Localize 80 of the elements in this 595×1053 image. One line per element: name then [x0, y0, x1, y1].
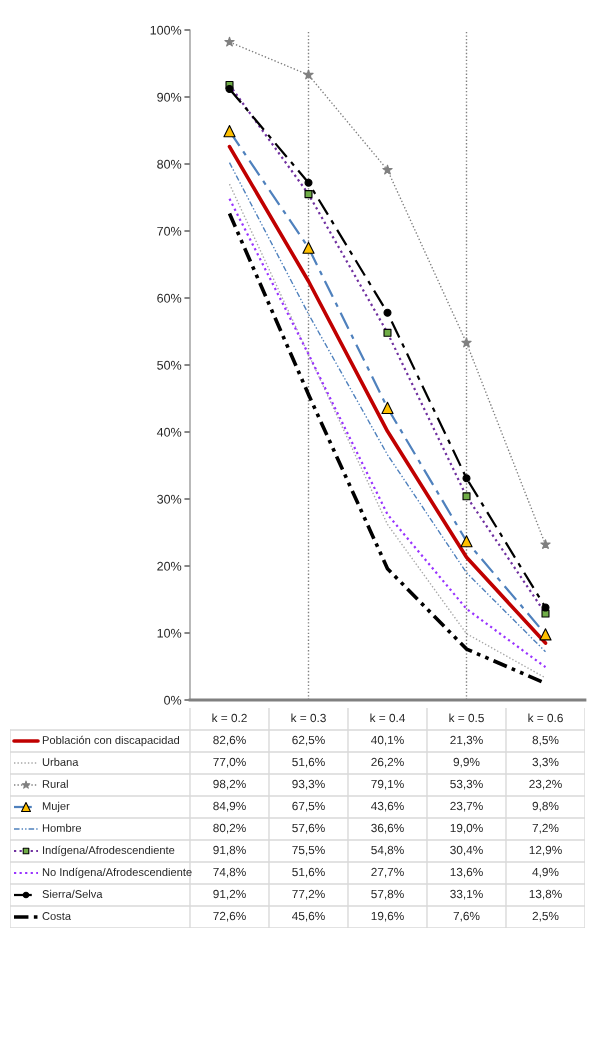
data-label: 72,6% [213, 911, 246, 922]
y-tick-label: 90% [157, 92, 182, 102]
y-tick-label: 40% [156, 427, 182, 437]
point [462, 474, 471, 483]
data-label: 23,2% [529, 779, 562, 790]
point [383, 308, 392, 317]
data-label: 27,7% [371, 867, 404, 878]
data-label: 19,0% [450, 823, 483, 834]
y-tick-label: 20% [157, 561, 182, 571]
y-tick-label: 70% [157, 226, 182, 236]
data-label: 57,8% [371, 889, 404, 900]
data-label: 79,1% [371, 779, 404, 790]
data-label: 40,1% [371, 735, 404, 746]
legend-label: Hombre [42, 823, 82, 832]
data-label: 67,5% [292, 801, 325, 812]
data-label: 36,6% [371, 823, 404, 834]
y-tick-label: 10% [157, 628, 182, 638]
data-label: 2,5% [532, 911, 559, 922]
data-label: 75,5% [292, 845, 325, 856]
data-label: 62,5% [292, 735, 325, 746]
data-label: 9,9% [453, 757, 480, 768]
data-label: 4,9% [532, 867, 559, 878]
legend-label: Indígena/Afrodescendiente [43, 845, 175, 857]
point [224, 36, 235, 47]
point [382, 164, 393, 175]
data-label: 98,2% [213, 779, 246, 790]
data-label: 13,6% [450, 867, 483, 878]
data-label: 74,8% [213, 867, 246, 878]
point [304, 178, 313, 187]
data-label: 8,5% [532, 735, 559, 746]
data-label: 9,8% [532, 801, 559, 812]
y-tick-label: 0% [164, 695, 182, 705]
legend-label: Sierra/Selva [42, 889, 103, 898]
data-label: 54,8% [371, 845, 404, 856]
data-label: 91,8% [213, 845, 246, 856]
data-label: 13,8% [529, 889, 562, 900]
x-tick-label: k = 0.6 [528, 713, 563, 723]
data-label: 57,6% [292, 823, 325, 834]
y-tick-label: 50% [157, 360, 182, 370]
data-label: 23,7% [450, 801, 483, 812]
data-label: 3,3% [532, 757, 559, 768]
data-label: 21,3% [450, 735, 483, 746]
data-label: 43,6% [371, 801, 404, 812]
y-tick-label: 80% [157, 159, 182, 169]
data-label: 51,6% [292, 757, 325, 768]
data-label: 51,6% [292, 867, 325, 878]
data-label: 19,6% [371, 911, 404, 922]
x-tick-label: k = 0.2 [212, 713, 247, 723]
data-label: 53,3% [450, 779, 483, 790]
data-label: 77,2% [292, 889, 325, 900]
data-label: 82,6% [213, 735, 246, 746]
data-label: 80,2% [213, 823, 246, 834]
data-label: 45,6% [292, 911, 325, 922]
data-label: 93,3% [292, 779, 325, 790]
y-tick-label: 60% [157, 293, 182, 303]
point [303, 69, 314, 80]
data-label: 33,1% [450, 889, 483, 900]
point [541, 603, 550, 612]
x-tick-label: k = 0.4 [370, 713, 406, 723]
point [540, 539, 551, 550]
data-label: 7,2% [532, 823, 559, 834]
data-label: 26,2% [371, 757, 404, 768]
data-label: 7,6% [453, 911, 480, 922]
y-tick-label: 100% [150, 25, 182, 35]
legend-label: Rural [42, 779, 68, 788]
point [461, 337, 472, 348]
y-tick-label: 30% [157, 494, 182, 504]
x-tick-label: k = 0.3 [291, 713, 326, 723]
legend-label: No Indígena/Afrodescendiente [42, 867, 192, 879]
x-tick-label: k = 0.5 [449, 713, 484, 723]
data-label: 84,9% [213, 801, 246, 812]
data-label: 77,0% [213, 757, 246, 768]
point [225, 84, 234, 93]
legend-label: Población con discapacidad [42, 735, 180, 747]
data-label: 91,2% [213, 889, 246, 900]
data-label: 12,9% [529, 845, 562, 856]
legend-label: Mujer [42, 801, 70, 813]
data-label: 30,4% [450, 845, 483, 856]
legend-label: Urbana [42, 757, 79, 766]
legend-label: Costa [42, 912, 72, 920]
